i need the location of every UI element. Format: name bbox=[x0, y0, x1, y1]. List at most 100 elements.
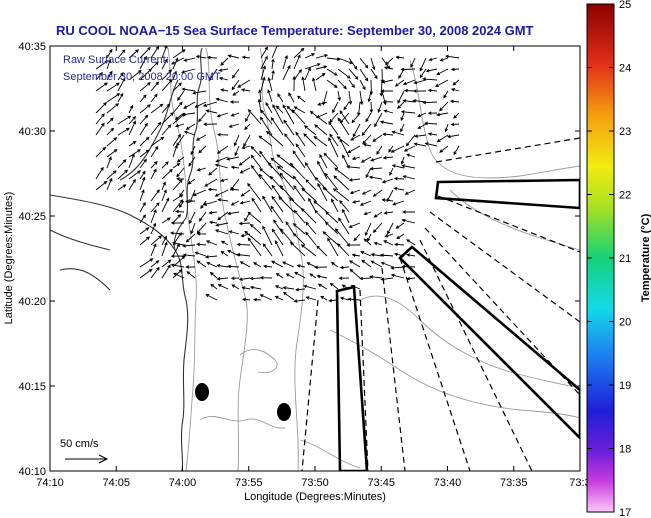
current-vector bbox=[172, 57, 179, 70]
current-vector bbox=[319, 153, 328, 169]
current-vector bbox=[276, 165, 295, 180]
current-vector bbox=[128, 153, 135, 169]
current-vector bbox=[172, 113, 186, 125]
current-vector bbox=[338, 217, 350, 235]
current-vector bbox=[258, 89, 262, 103]
current-vector bbox=[150, 145, 159, 158]
current-vector bbox=[382, 132, 394, 137]
current-vector bbox=[95, 146, 107, 158]
current-vector bbox=[150, 81, 160, 92]
current-vector bbox=[380, 261, 394, 268]
current-vector bbox=[128, 149, 142, 158]
current-vector bbox=[397, 101, 405, 110]
current-vector bbox=[267, 77, 273, 92]
current-vector bbox=[444, 123, 449, 133]
current-vector bbox=[361, 123, 372, 137]
current-vector bbox=[150, 93, 158, 103]
current-vector bbox=[317, 283, 328, 290]
current-vector bbox=[161, 181, 166, 191]
current-vector bbox=[241, 286, 251, 290]
current-vector bbox=[203, 122, 218, 127]
current-vector bbox=[263, 264, 273, 269]
current-vector bbox=[195, 54, 207, 59]
current-vector bbox=[382, 99, 394, 104]
current-vector bbox=[230, 187, 240, 192]
current-vector bbox=[259, 294, 273, 301]
current-vector bbox=[314, 209, 328, 224]
current-vector bbox=[262, 243, 273, 257]
current-vector bbox=[172, 82, 183, 92]
x-tick-label: 73:35 bbox=[500, 477, 528, 489]
y-tick-label: 40:25 bbox=[18, 211, 46, 223]
current-vector bbox=[117, 159, 127, 169]
current-vector bbox=[139, 227, 150, 235]
current-vector bbox=[117, 49, 126, 59]
current-vector bbox=[216, 112, 229, 118]
current-vector bbox=[349, 268, 361, 279]
current-vector bbox=[373, 241, 383, 246]
current-vector bbox=[208, 68, 218, 82]
y-tick-label: 40:30 bbox=[18, 126, 46, 138]
current-vector bbox=[176, 156, 185, 163]
colorbar-label: Temperature (°C) bbox=[640, 213, 651, 302]
current-vector bbox=[412, 99, 427, 103]
current-vector bbox=[214, 229, 229, 235]
current-vector bbox=[274, 240, 284, 257]
y-tick-label: 40:20 bbox=[18, 296, 46, 308]
current-vector bbox=[337, 68, 351, 79]
current-vector bbox=[217, 132, 229, 137]
current-vector bbox=[296, 95, 306, 103]
current-vector bbox=[313, 136, 328, 147]
current-vector bbox=[106, 177, 113, 191]
current-vector bbox=[362, 134, 372, 145]
current-vector bbox=[260, 46, 268, 59]
current-vector bbox=[176, 167, 185, 178]
current-vector bbox=[346, 165, 361, 169]
current-vector bbox=[316, 274, 328, 279]
current-vector bbox=[385, 57, 394, 66]
current-vector bbox=[348, 222, 361, 228]
current-vector bbox=[170, 254, 185, 258]
current-vector bbox=[348, 90, 353, 105]
current-vector bbox=[230, 165, 240, 170]
current-vector bbox=[370, 260, 383, 268]
current-vector bbox=[262, 195, 273, 213]
current-vector bbox=[379, 120, 394, 125]
current-vector bbox=[348, 79, 355, 89]
current-vector bbox=[208, 211, 218, 215]
current-vector bbox=[161, 259, 172, 268]
current-vector bbox=[342, 208, 350, 224]
current-vector bbox=[370, 57, 376, 71]
current-vector bbox=[402, 79, 416, 86]
current-vector bbox=[332, 101, 339, 114]
current-vector bbox=[293, 209, 306, 224]
current-vector bbox=[271, 228, 284, 246]
current-vector bbox=[359, 79, 366, 91]
current-vector bbox=[334, 228, 350, 246]
current-vector bbox=[339, 265, 350, 270]
current-vector bbox=[402, 99, 416, 103]
current-vector bbox=[172, 133, 181, 147]
current-vector bbox=[117, 92, 124, 103]
current-vector bbox=[292, 232, 306, 246]
current-vector bbox=[350, 134, 361, 141]
current-vector bbox=[304, 63, 321, 70]
current-vector bbox=[365, 167, 372, 179]
y-axis: 40:35 40:30 40:25 40:20 40:15 40:10 bbox=[18, 41, 580, 478]
current-vector bbox=[106, 93, 121, 103]
current-vector bbox=[348, 57, 358, 70]
current-vector bbox=[427, 132, 438, 136]
current-vector bbox=[183, 130, 196, 136]
current-vector bbox=[293, 299, 306, 303]
shipping-lane-lines bbox=[301, 137, 580, 471]
current-vector bbox=[329, 133, 339, 147]
current-vector bbox=[369, 167, 383, 171]
current-vector bbox=[322, 186, 339, 202]
current-vector bbox=[270, 260, 284, 268]
current-vector bbox=[150, 260, 160, 268]
current-vector bbox=[439, 101, 449, 112]
current-vector bbox=[339, 200, 350, 213]
current-vector bbox=[233, 134, 240, 147]
current-vector bbox=[336, 136, 350, 147]
current-vector bbox=[218, 76, 229, 81]
